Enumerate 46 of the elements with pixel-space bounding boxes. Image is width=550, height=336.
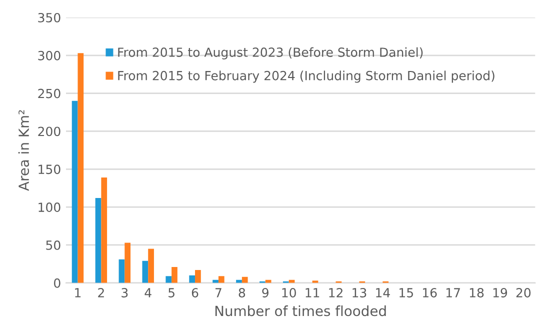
x-tick-label: 12 (329, 288, 342, 298)
y-tick-label: 300 (38, 50, 60, 60)
bar (142, 260, 148, 283)
x-tick-label: 8 (238, 288, 246, 298)
bar (189, 275, 196, 283)
x-axis-title: Number of times flooded (215, 305, 386, 316)
x-tick-label: 1 (75, 288, 81, 298)
bar (101, 177, 108, 283)
y-tick-label: 50 (46, 240, 60, 250)
x-tick-label: 9 (262, 288, 268, 298)
bar (195, 270, 201, 283)
bar (78, 53, 84, 283)
x-tick-label: 16 (423, 288, 437, 298)
x-tick-label: 4 (144, 288, 152, 298)
x-tick-label: 13 (352, 288, 366, 298)
x-tick-label: 17 (446, 288, 460, 298)
y-tick-label: 250 (38, 88, 60, 98)
x-tick-label: 20 (516, 288, 531, 298)
bar (124, 242, 131, 283)
legend-label: From 2015 to February 2024 (Including Storm Daniel period) (118, 70, 494, 83)
bar (218, 276, 224, 283)
x-tick-label: 5 (168, 288, 174, 298)
bar (95, 198, 102, 283)
x-tick-label: 6 (192, 288, 198, 298)
y-tick-label: 150 (38, 164, 60, 174)
y-tick-label: 200 (38, 126, 60, 136)
y-tick-label: 0 (54, 278, 60, 288)
x-tick-label: 2 (98, 288, 104, 298)
x-tick-label: 19 (493, 288, 508, 298)
x-tick-label: 10 (282, 288, 296, 298)
bar (72, 100, 78, 283)
bar (166, 276, 172, 283)
y-tick-label: 100 (38, 202, 60, 212)
y-tick-label: 350 (38, 12, 60, 22)
bar (118, 259, 125, 283)
y-axis-title: Area in Km² (18, 110, 30, 191)
bar (148, 248, 154, 283)
bar (242, 276, 248, 283)
x-tick-label: 18 (470, 288, 484, 298)
x-tick-label: 3 (122, 288, 128, 298)
x-tick-label: 7 (216, 288, 222, 298)
x-tick-label: 14 (376, 288, 390, 298)
bar (172, 266, 178, 283)
legend-label: From 2015 to August 2023 (Before Storm Daniel) (118, 47, 423, 60)
x-tick-label: 11 (306, 288, 320, 298)
x-tick-label: 15 (400, 288, 413, 298)
